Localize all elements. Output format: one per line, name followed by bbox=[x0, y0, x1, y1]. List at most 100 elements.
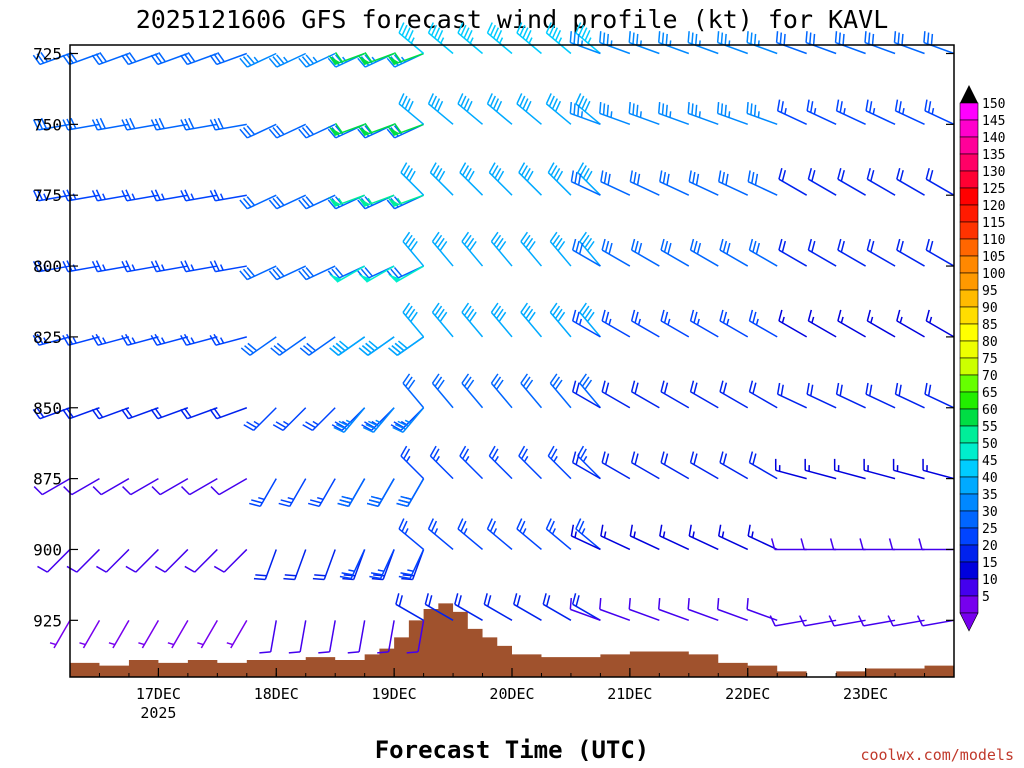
wind-barb bbox=[579, 373, 601, 409]
wind-barb bbox=[122, 477, 159, 496]
wind-barb bbox=[32, 51, 71, 66]
wind-barb bbox=[893, 31, 925, 55]
colorbar-tick-label: 50 bbox=[982, 437, 998, 452]
wind-barb bbox=[630, 309, 660, 338]
wind-barb bbox=[719, 380, 749, 409]
wind-barb bbox=[268, 194, 307, 210]
colorbar-swatch bbox=[959, 306, 979, 325]
wind-barb bbox=[429, 445, 454, 480]
wind-barb bbox=[239, 123, 277, 139]
wind-barb bbox=[210, 477, 248, 496]
wind-barb bbox=[775, 31, 807, 55]
wind-barb bbox=[629, 524, 660, 551]
wind-barb bbox=[92, 477, 130, 496]
colorbar-swatch bbox=[959, 204, 979, 223]
wind-barb bbox=[388, 336, 425, 356]
colorbar-tick-label: 20 bbox=[982, 539, 998, 554]
wind-barb bbox=[547, 445, 572, 480]
wind-barb bbox=[660, 309, 690, 338]
wind-barb bbox=[660, 238, 690, 267]
wind-barb bbox=[347, 620, 366, 654]
wind-barb bbox=[748, 451, 778, 480]
colorbar-tick-label: 35 bbox=[982, 488, 998, 503]
wind-barb bbox=[488, 445, 513, 480]
wind-barb bbox=[896, 238, 925, 267]
wind-barb bbox=[283, 549, 307, 581]
wind-barb bbox=[716, 31, 748, 55]
wind-barb bbox=[150, 189, 188, 202]
colorbar-tick-label: 120 bbox=[982, 199, 1005, 214]
wind-barb bbox=[925, 167, 955, 196]
colorbar-tick-label: 135 bbox=[982, 148, 1005, 163]
wind-barb bbox=[180, 117, 218, 131]
wind-barb bbox=[835, 382, 866, 409]
wind-barb bbox=[398, 549, 425, 580]
colorbar-swatch bbox=[959, 187, 979, 206]
wind-barb bbox=[687, 31, 719, 55]
colorbar-tick-label: 70 bbox=[982, 369, 998, 384]
wind-barb bbox=[298, 265, 336, 281]
wind-barb bbox=[209, 117, 247, 131]
wind-barb bbox=[866, 309, 896, 338]
colorbar-swatch bbox=[959, 136, 979, 155]
wind-barb bbox=[427, 22, 454, 55]
wind-barb bbox=[357, 51, 395, 66]
wind-barb bbox=[547, 162, 572, 196]
wind-barb bbox=[807, 167, 837, 196]
colorbar-swatch bbox=[959, 221, 979, 240]
wind-barb bbox=[298, 123, 336, 139]
wind-barb bbox=[687, 597, 719, 622]
wind-barb bbox=[386, 122, 424, 137]
wind-barb bbox=[600, 524, 631, 551]
wind-barb bbox=[518, 445, 542, 480]
wind-barb bbox=[488, 162, 513, 196]
wind-barb bbox=[549, 302, 572, 338]
wind-barb bbox=[108, 619, 130, 649]
wind-barb bbox=[837, 309, 866, 338]
wind-barb bbox=[747, 524, 778, 551]
wind-barb bbox=[659, 170, 690, 196]
wind-barb bbox=[657, 31, 690, 55]
wind-barb bbox=[925, 309, 955, 338]
wind-barb bbox=[601, 451, 631, 480]
wind-barb bbox=[894, 99, 925, 126]
wind-barb bbox=[866, 167, 896, 196]
wind-barb bbox=[659, 524, 690, 551]
wind-barb bbox=[513, 593, 542, 621]
wind-barb bbox=[209, 333, 247, 346]
wind-barb bbox=[457, 93, 484, 125]
wind-barb bbox=[180, 407, 218, 420]
wind-barb bbox=[369, 549, 395, 580]
wind-barb bbox=[461, 231, 484, 267]
plot-frame bbox=[69, 44, 955, 678]
wind-barb bbox=[660, 380, 690, 409]
colorbar-swatch bbox=[959, 374, 979, 393]
y-tick-label: 825 bbox=[33, 328, 62, 347]
wind-barb bbox=[337, 478, 366, 508]
wind-barb bbox=[329, 336, 366, 356]
wind-barb bbox=[575, 93, 601, 125]
wind-barb bbox=[243, 407, 277, 432]
wind-barb bbox=[32, 117, 71, 131]
wind-barb bbox=[549, 373, 572, 409]
wind-barb bbox=[461, 302, 484, 338]
wind-barb bbox=[719, 451, 749, 480]
wind-barb bbox=[154, 548, 189, 573]
x-tick-label: 17DEC bbox=[136, 685, 181, 703]
colorbar-swatch bbox=[959, 442, 979, 461]
wind-barb bbox=[748, 238, 778, 267]
colorbar-tick-label: 145 bbox=[982, 114, 1005, 129]
colorbar-swatch bbox=[959, 425, 979, 444]
wind-barb bbox=[628, 31, 660, 55]
wind-barb bbox=[91, 51, 130, 66]
wind-barb bbox=[32, 260, 71, 273]
wind-barb bbox=[837, 238, 866, 267]
wind-barb bbox=[835, 99, 866, 126]
wind-barb bbox=[249, 478, 277, 508]
wind-barb bbox=[239, 52, 277, 68]
wind-barb bbox=[121, 189, 159, 202]
chart-title: 2025121606 GFS forecast wind profile (kt… bbox=[136, 5, 889, 34]
wind-barb bbox=[150, 260, 188, 273]
wind-barb bbox=[91, 333, 130, 346]
